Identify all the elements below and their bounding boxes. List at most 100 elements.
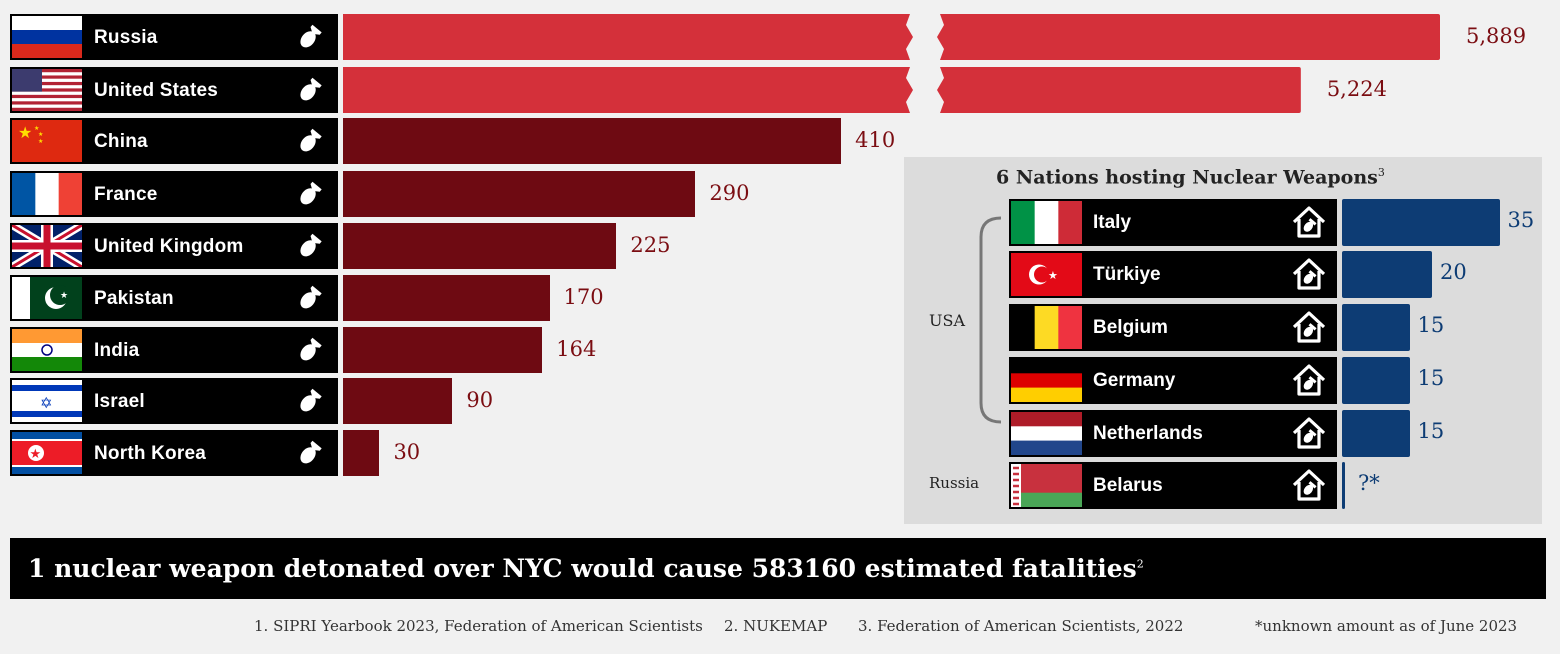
country-row-russia: Russia [10,14,338,60]
svg-text:★: ★ [38,138,43,145]
host-country-name: Netherlands [1093,423,1203,444]
bomb-icon [296,232,324,260]
svg-text:★: ★ [34,125,39,132]
host-country-name: Türkiye [1093,264,1161,285]
value-label: 90 [466,388,494,412]
bar [343,327,543,373]
flag-pakistan-icon: ★ [12,277,82,319]
country-row-china: ★ ★ ★ ★ China [10,118,338,164]
nuclear-house-icon [1291,467,1327,503]
value-label: 290 [709,181,750,205]
value-label: 225 [630,233,671,257]
bar [343,67,1301,113]
host-value-label: 15 [1417,419,1445,443]
country-name: United States [94,80,219,101]
svg-text:★: ★ [18,125,32,142]
host-row-tu-rkiye: ★ Türkiye [1009,251,1337,298]
country-name: Israel [94,391,145,412]
host-bar-unknown [1342,462,1345,509]
svg-text:★: ★ [1048,270,1058,282]
group-label-russia: Russia [929,474,980,492]
flag-north-korea-icon: ★ [12,432,82,474]
flag-belarus-icon [1011,464,1082,507]
host-value-label: 15 [1417,313,1445,337]
bomb-icon [296,284,324,312]
host-country-name: Belgium [1093,317,1168,338]
nuclear-house-icon [1291,362,1327,398]
footnote-1: 1. SIPRI Yearbook 2023, Federation of Am… [254,617,703,635]
host-value-label: 20 [1440,260,1467,284]
country-row-france: France [10,171,338,217]
country-name: North Korea [94,443,206,464]
flag-france-icon [12,173,82,215]
flag-belgium-icon [1011,306,1082,349]
host-bar [1342,199,1500,246]
flag-united-kingdom-icon [12,225,82,267]
country-name: China [94,131,148,152]
host-row-netherlands: Netherlands [1009,410,1337,457]
svg-text:★: ★ [38,131,43,138]
flag-italy-icon [1011,201,1082,244]
host-row-germany: Germany [1009,357,1337,404]
country-row-united-states: United States [10,67,338,113]
value-label: 30 [393,440,421,464]
bar [343,14,1440,60]
value-label: 170 [563,285,604,309]
host-row-belgium: Belgium [1009,304,1337,351]
country-name: Pakistan [94,288,174,309]
bar [343,275,550,321]
host-bar [1342,357,1410,404]
bomb-icon [296,336,324,364]
svg-text:★: ★ [30,446,42,461]
flag-netherlands-icon [1011,412,1082,455]
host-row-italy: Italy [1009,199,1337,246]
bomb-icon [296,76,324,104]
bar [343,430,380,476]
bomb-icon [296,127,324,155]
bomb-icon [296,180,324,208]
value-label: 5,224 [1326,77,1387,101]
flag-china-icon: ★ ★ ★ ★ [12,120,82,162]
host-country-name: Italy [1093,212,1132,233]
flag-united-states-icon [12,69,82,111]
bomb-icon [296,387,324,415]
nuclear-house-icon [1291,256,1327,292]
host-value-label: 35 [1507,208,1535,232]
flag-tu-rkiye-icon: ★ [1011,253,1082,296]
nuclear-house-icon [1291,204,1327,240]
bar [343,223,617,269]
country-row-india: India [10,327,338,373]
fatalities-banner: 1 nuclear weapon detonated over NYC woul… [10,538,1546,599]
svg-text:✡: ✡ [40,395,53,412]
value-label: 5,889 [1466,24,1527,48]
flag-israel-icon: ✡ [12,380,82,422]
bomb-icon [296,439,324,467]
country-row-north-korea: ★ North Korea [10,430,338,476]
flag-india-icon [12,329,82,371]
flag-russia-icon [12,16,82,58]
country-name: United Kingdom [94,236,244,257]
footnote-3: 3. Federation of American Scientists, 20… [858,617,1184,635]
nuclear-house-icon [1291,415,1327,451]
inset-title: 6 Nations hosting Nuclear Weapons3 [996,166,1385,189]
host-value-label: 15 [1417,366,1445,390]
bar [343,171,696,217]
footnote-2: 2. NUKEMAP [724,617,828,635]
country-row-israel: ✡ Israel [10,378,338,424]
country-name: Russia [94,27,158,48]
country-name: France [94,184,158,205]
host-bar [1342,304,1410,351]
nuclear-house-icon [1291,309,1327,345]
host-bar [1342,410,1410,457]
svg-text:★: ★ [60,290,68,300]
flag-germany-icon [1011,359,1082,402]
bar [343,118,842,164]
bomb-icon [296,23,324,51]
host-value-label: ?* [1358,471,1380,495]
bar [343,378,453,424]
usa-bracket [979,216,1002,424]
host-row-belarus: Belarus [1009,462,1337,509]
group-label-usa: USA [929,311,965,330]
host-bar [1342,251,1432,298]
country-name: India [94,340,140,361]
